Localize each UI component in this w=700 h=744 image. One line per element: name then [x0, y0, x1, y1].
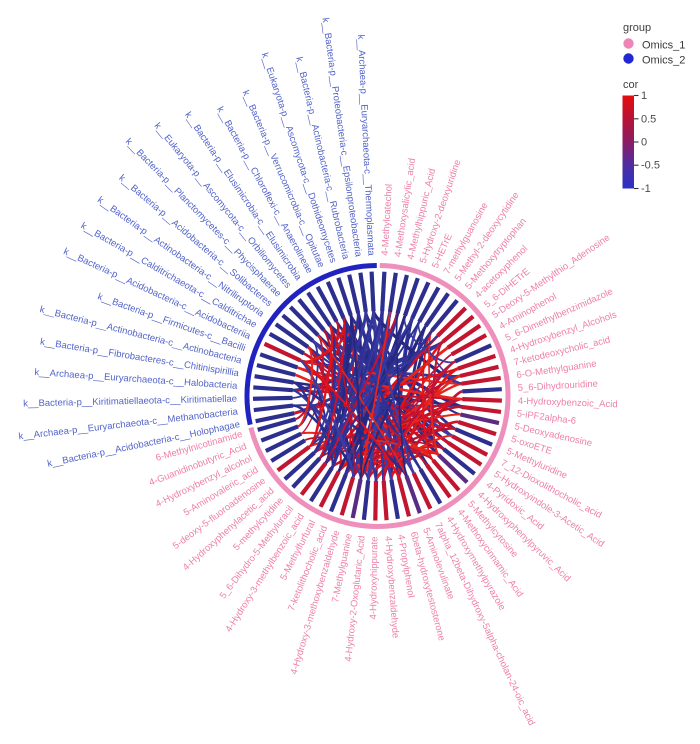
svg-text:5_6-Dihydrouridine: 5_6-Dihydrouridine — [518, 379, 599, 394]
svg-text:cor: cor — [623, 79, 639, 91]
svg-text:-1: -1 — [641, 183, 651, 195]
svg-text:group: group — [623, 22, 651, 34]
svg-text:1: 1 — [641, 90, 647, 102]
svg-text:k__Bacteria-p__Kiritimatiellae: k__Bacteria-p__Kiritimatiellaeota-c__Kir… — [23, 394, 237, 410]
svg-text:4-Hydroxybenzoic_Acid: 4-Hydroxybenzoic_Acid — [518, 396, 618, 411]
svg-text:-0.5: -0.5 — [641, 160, 660, 172]
svg-text:0.5: 0.5 — [641, 113, 656, 125]
svg-text:4-Hydroxyhippurate: 4-Hydroxyhippurate — [368, 536, 380, 619]
svg-text:0: 0 — [641, 137, 647, 149]
svg-text:4-Methylcatechol: 4-Methylcatechol — [380, 184, 395, 256]
svg-text:Omics_1: Omics_1 — [642, 40, 685, 52]
svg-text:Omics_2: Omics_2 — [642, 55, 685, 67]
